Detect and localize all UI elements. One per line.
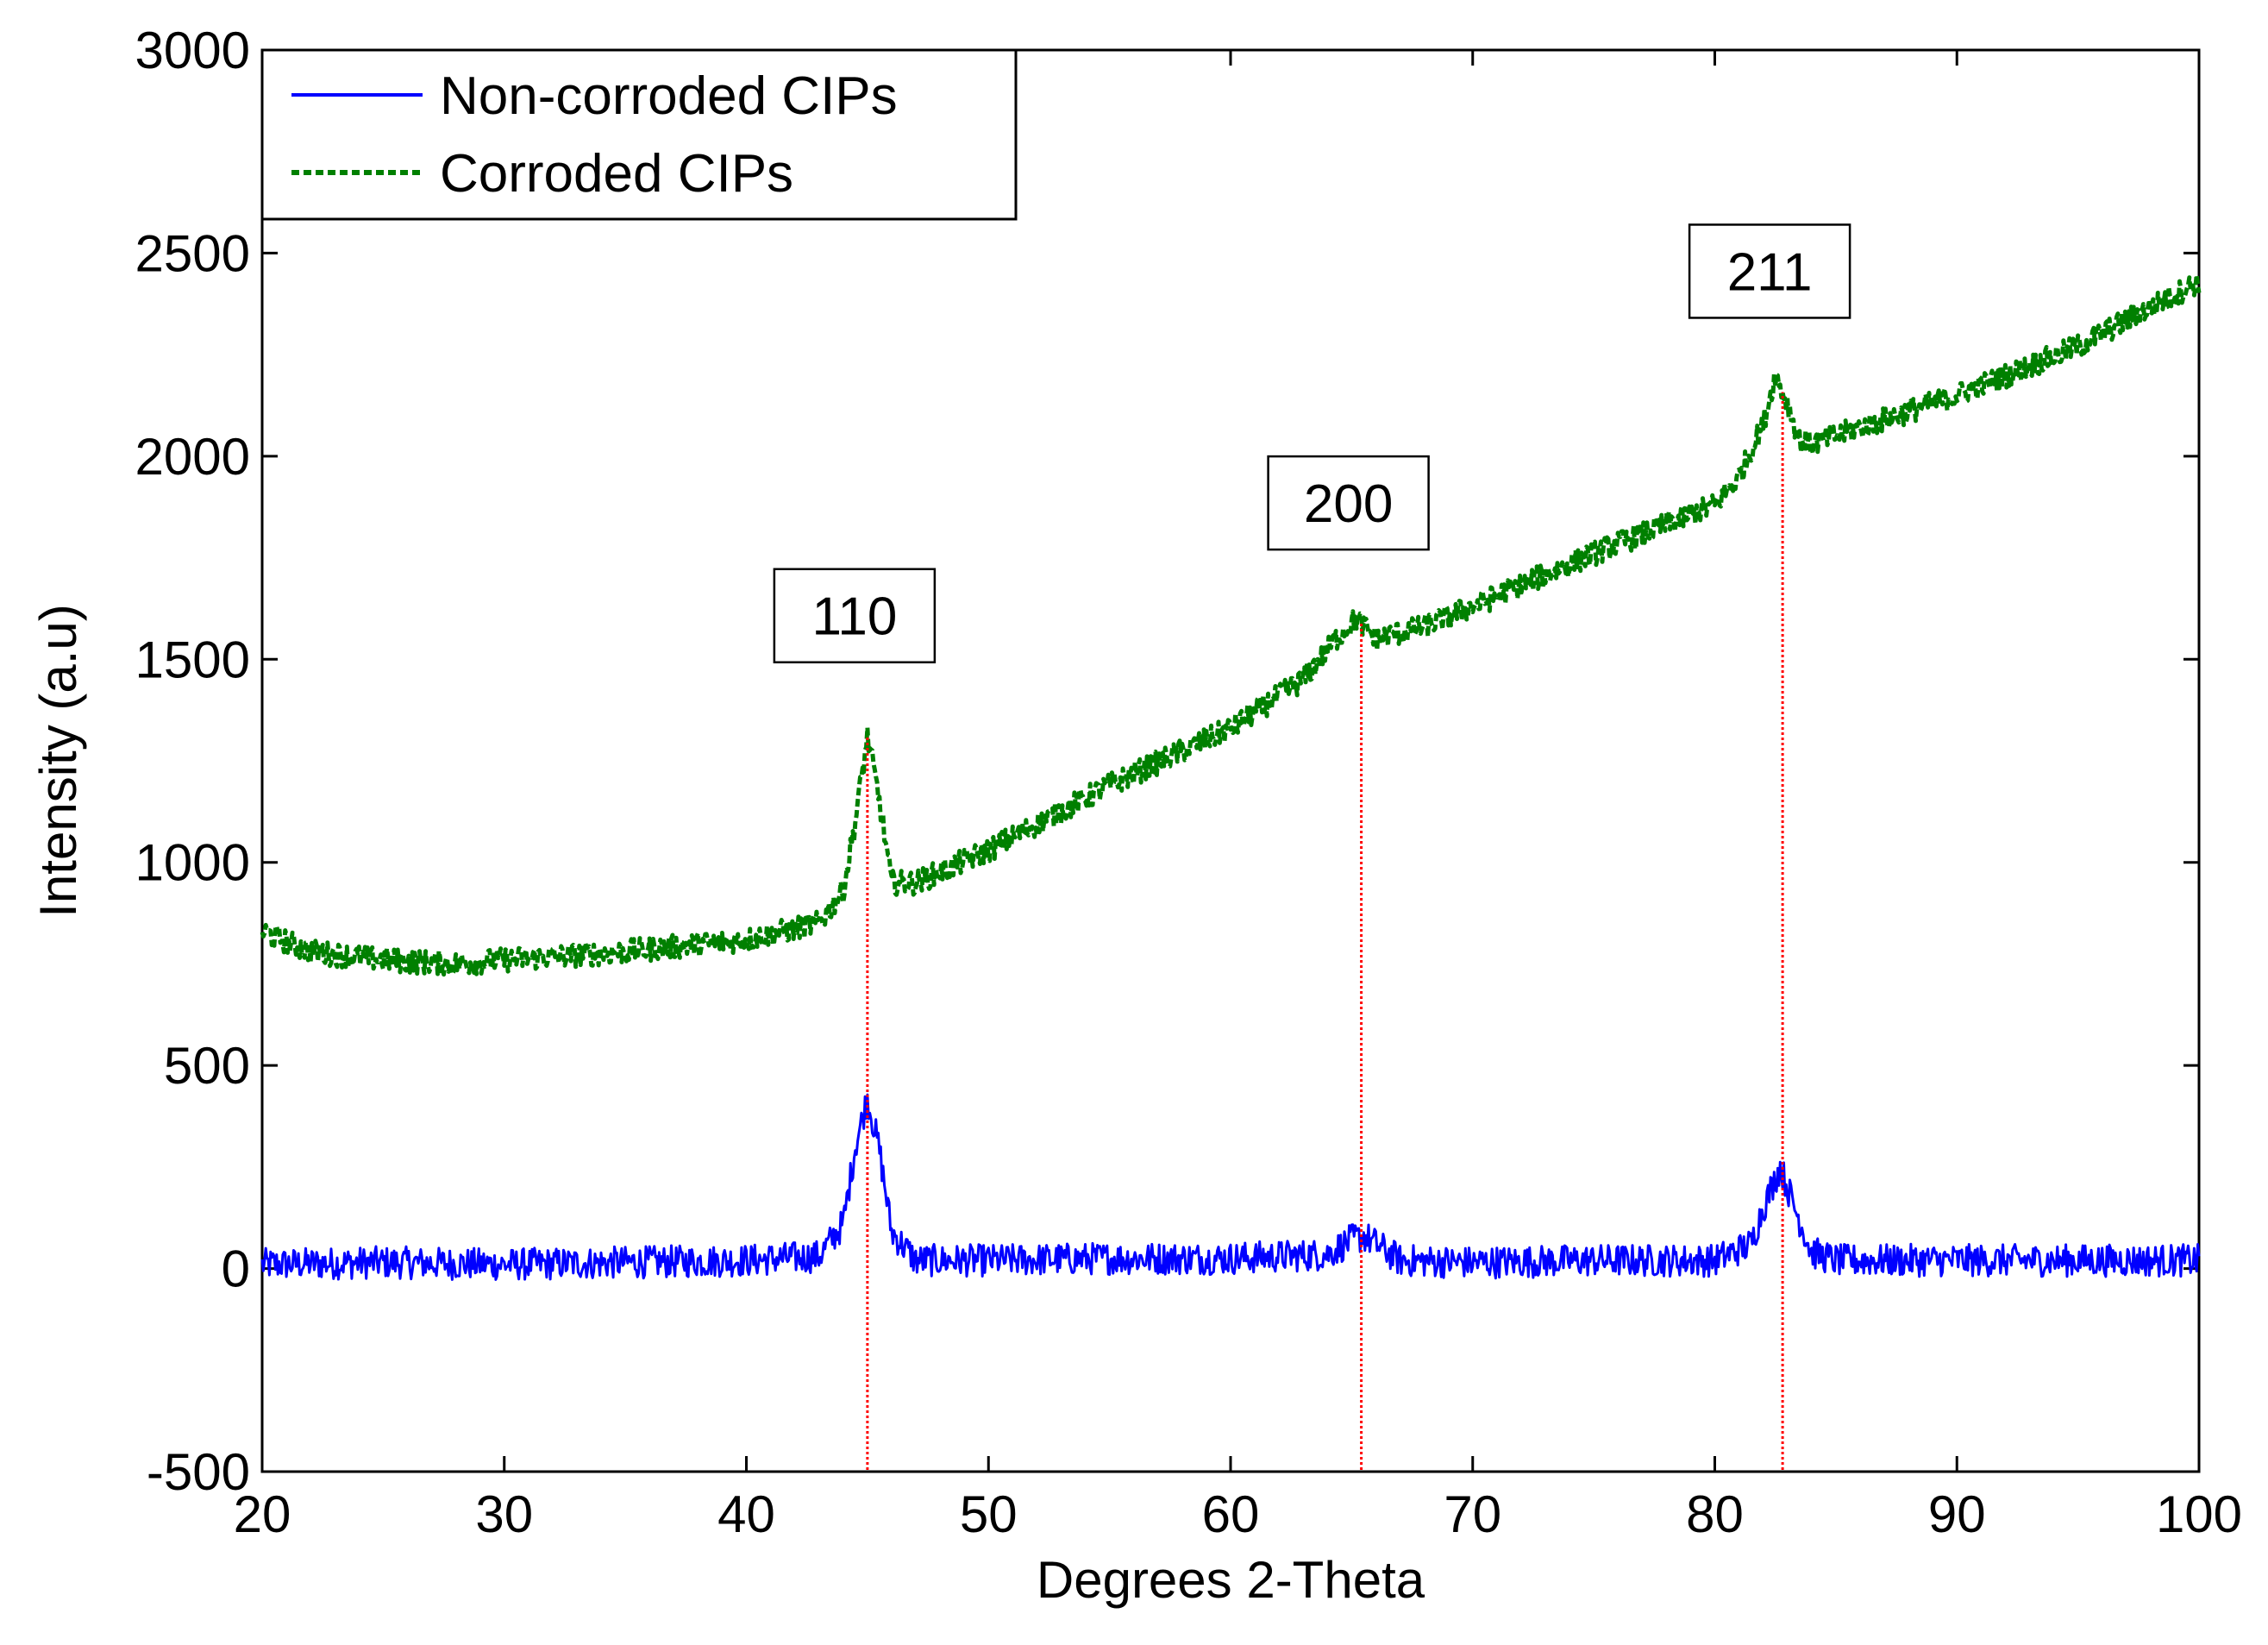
- plot-area: [260, 48, 2201, 1473]
- series-line-corroded: [260, 273, 2202, 977]
- peak-label-box-211: [1688, 223, 1851, 319]
- peak-markers: 110 200 211: [773, 223, 1851, 1470]
- y-tick-label: 3000: [135, 22, 250, 79]
- x-tick-label: 70: [1444, 1485, 1501, 1543]
- y-tick-label: 2500: [135, 224, 250, 282]
- legend-label-non-corroded: Non-corroded CIPs: [440, 66, 898, 126]
- x-tick-label: 40: [717, 1485, 775, 1543]
- legend-label-corroded: Corroded CIPs: [440, 144, 793, 204]
- y-tick-label: 1500: [135, 631, 250, 688]
- peak-label-box-200: [1267, 455, 1430, 551]
- legend-box: [260, 48, 1018, 221]
- x-tick-label: 90: [1928, 1485, 1986, 1543]
- y-tick-label: -500: [147, 1443, 250, 1501]
- series-line-non-corroded: [260, 1093, 2201, 1281]
- peak-label-box-110: [773, 568, 937, 663]
- legend: Non-corroded CIPs Corroded CIPs: [260, 48, 1018, 221]
- y-tick-label: 2000: [135, 428, 250, 486]
- y-axis-title: Intensity (a.u): [29, 604, 87, 918]
- y-tick-label: 500: [164, 1037, 250, 1095]
- x-tick-label: 20: [234, 1485, 291, 1543]
- x-tick-label: 60: [1202, 1485, 1260, 1543]
- peak-label-211: 211: [1727, 242, 1813, 302]
- peak-label-110: 110: [811, 587, 897, 647]
- x-tick-labels: 20 30 40 50 60 70 80 90 100: [234, 1485, 2242, 1543]
- y-tick-labels: -500 0 500 1000 1500 2000 2500 3000: [135, 22, 250, 1501]
- peak-label-200: 200: [1304, 474, 1393, 534]
- x-tick-label: 100: [2156, 1485, 2242, 1543]
- data-series: [260, 273, 2202, 1281]
- y-tick-label: 1000: [135, 834, 250, 892]
- x-tick-label: 30: [475, 1485, 533, 1543]
- x-tick-label: 50: [960, 1485, 1018, 1543]
- x-axis-title: Degrees 2-Theta: [1037, 1551, 1425, 1609]
- x-tick-label: 80: [1686, 1485, 1744, 1543]
- y-tick-label: 0: [222, 1240, 250, 1298]
